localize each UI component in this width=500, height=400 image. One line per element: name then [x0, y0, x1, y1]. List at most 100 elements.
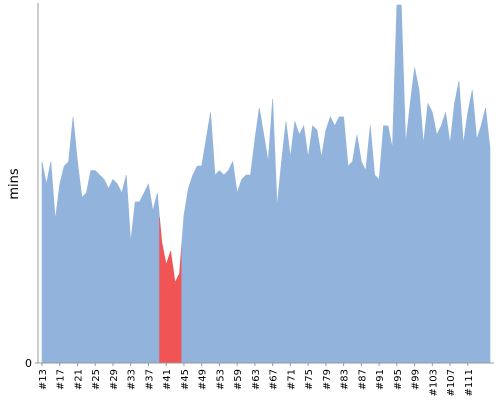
x-tick-label: #83	[340, 369, 351, 390]
area-slice	[469, 89, 475, 364]
area-slice	[274, 152, 280, 364]
area-slice	[199, 152, 205, 364]
x-tick-label: #103	[428, 369, 439, 396]
area-slice	[168, 251, 174, 364]
area-slice	[345, 141, 351, 364]
area-slice	[270, 98, 276, 364]
area-slice	[208, 112, 214, 364]
area-slice	[256, 107, 262, 364]
area-slice	[43, 172, 49, 364]
x-tick-label: #99	[411, 369, 422, 390]
x-tick-label: #75	[304, 369, 315, 390]
area-slice	[420, 116, 426, 364]
area-slice	[460, 112, 466, 364]
x-tick-label: #87	[357, 369, 368, 390]
area-slice	[221, 172, 227, 364]
area-slice	[185, 181, 191, 364]
area-slice	[52, 190, 58, 364]
area-slice	[132, 201, 138, 364]
x-tick-label: #63	[251, 369, 262, 390]
x-tick-label: #33	[127, 369, 138, 390]
area-slice	[92, 170, 98, 364]
area-slice	[247, 157, 253, 364]
area-slice	[128, 208, 134, 364]
area-slice	[172, 266, 178, 364]
area-slice	[239, 176, 245, 364]
area-slice	[314, 127, 320, 364]
area-slice	[287, 139, 293, 364]
area-slice	[381, 125, 387, 364]
area-slice	[354, 134, 360, 364]
x-tick-label: #79	[322, 369, 333, 390]
area-slice	[181, 201, 187, 364]
area-slice	[57, 174, 63, 364]
area-slice	[119, 183, 125, 364]
area-slice	[474, 114, 480, 364]
area-slice	[483, 107, 489, 364]
x-tick-label: #71	[286, 369, 297, 390]
area-slice	[301, 124, 307, 364]
area-slice	[212, 143, 218, 364]
area-slice	[48, 161, 54, 364]
area-slice	[279, 141, 285, 364]
area-slice	[398, 4, 404, 364]
area-slice	[150, 197, 156, 364]
area-slice	[310, 125, 316, 364]
area-slice	[336, 116, 342, 364]
area-slice	[349, 148, 356, 364]
x-tick-label: #107	[446, 369, 457, 396]
area-slice	[79, 179, 85, 364]
area-slice	[176, 244, 183, 364]
x-tick-label: #37	[144, 369, 155, 390]
area-slice	[203, 125, 209, 364]
area-slice	[318, 143, 324, 364]
x-tick-label: #45	[180, 369, 191, 390]
area-slice	[194, 165, 200, 364]
area-slice	[451, 92, 458, 364]
area-slice	[216, 170, 222, 364]
area-slice	[66, 139, 72, 364]
area-slice	[434, 123, 440, 364]
area-slice	[367, 125, 373, 364]
area-slice	[114, 181, 120, 364]
area-slice	[389, 76, 395, 364]
area-slice	[465, 101, 471, 364]
area-slice	[407, 85, 413, 364]
area-slice	[243, 174, 249, 364]
x-tick-label: #25	[91, 369, 102, 390]
x-tick-label: #17	[56, 369, 67, 390]
area-slice	[323, 123, 329, 364]
area-slice	[252, 123, 258, 364]
x-tick-label: #95	[393, 369, 404, 390]
area-slice	[425, 102, 431, 364]
x-tick-label: #49	[198, 369, 209, 390]
area-slice	[363, 148, 369, 364]
area-slice	[305, 141, 311, 364]
area-slice	[41, 161, 45, 364]
area-slice	[190, 170, 196, 364]
area-slice	[372, 150, 378, 364]
area-slice	[88, 170, 94, 364]
area-slice	[225, 165, 231, 364]
area-slice	[230, 160, 236, 364]
area-slice	[283, 121, 289, 364]
area-slice	[70, 116, 76, 364]
area-slice	[332, 121, 338, 364]
area-slice	[394, 4, 400, 364]
area-slice	[403, 74, 409, 364]
area-slice	[447, 123, 453, 364]
area-slice	[145, 183, 151, 364]
area-slice	[123, 174, 129, 364]
area-slice	[327, 116, 333, 364]
area-slice	[97, 172, 103, 364]
area-slice	[292, 121, 298, 364]
area-slice	[141, 188, 147, 364]
area-slice	[385, 125, 391, 364]
area-slice	[163, 253, 169, 364]
area-slice	[83, 181, 89, 364]
area-slice	[487, 128, 491, 364]
area-slice	[296, 127, 302, 364]
x-tick-label: #29	[109, 369, 120, 390]
x-tick-label: #111	[464, 369, 475, 396]
